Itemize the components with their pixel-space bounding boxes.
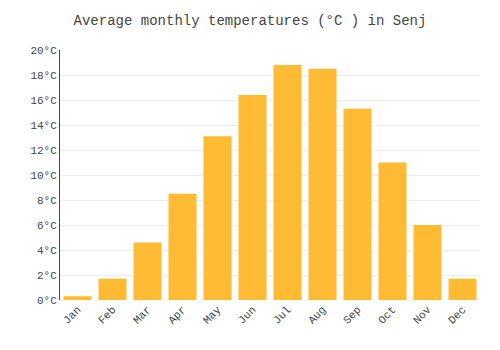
svg-text:Jun: Jun	[236, 304, 258, 326]
svg-text:Jul: Jul	[271, 304, 293, 326]
svg-text:16°C: 16°C	[30, 95, 57, 107]
svg-text:Average monthly temperatures (: Average monthly temperatures (°C ) in Se…	[74, 13, 427, 29]
svg-text:May: May	[201, 304, 224, 327]
svg-text:Dec: Dec	[446, 304, 468, 326]
svg-text:Oct: Oct	[376, 304, 398, 326]
svg-text:12°C: 12°C	[30, 145, 57, 157]
svg-text:0°C: 0°C	[37, 295, 57, 307]
svg-text:Aug: Aug	[306, 304, 328, 326]
svg-text:Mar: Mar	[131, 304, 153, 326]
svg-text:10°C: 10°C	[30, 170, 57, 182]
svg-text:18°C: 18°C	[30, 70, 57, 82]
svg-text:Apr: Apr	[166, 304, 188, 326]
svg-text:Feb: Feb	[96, 304, 118, 326]
svg-text:Sep: Sep	[341, 304, 363, 326]
svg-text:2°C: 2°C	[37, 270, 57, 282]
svg-text:Nov: Nov	[411, 304, 434, 327]
svg-text:6°C: 6°C	[37, 220, 57, 232]
svg-text:20°C: 20°C	[30, 45, 57, 57]
svg-text:4°C: 4°C	[37, 245, 57, 257]
svg-text:Jan: Jan	[61, 304, 83, 326]
svg-text:14°C: 14°C	[30, 120, 57, 132]
svg-text:8°C: 8°C	[37, 195, 57, 207]
